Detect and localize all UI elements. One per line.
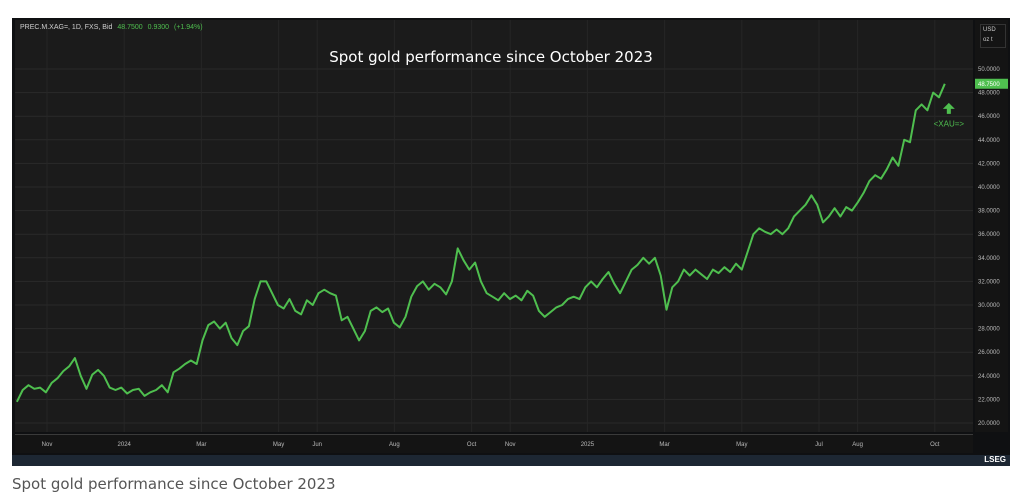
x-axis <box>15 434 973 453</box>
x-tick-label: Mar <box>659 442 669 448</box>
price-change-pct: (+1.94%) <box>173 24 203 31</box>
x-tick-label: Mar <box>196 442 206 448</box>
x-tick-label: May <box>736 442 747 448</box>
y-tick-label: 42.0000 <box>978 161 1000 167</box>
x-tick-label: Nov <box>42 442 53 448</box>
instrument-legend: PREC.M.XAG=, 1D, FXS, Bid 48.7500 0.9300… <box>20 24 203 31</box>
y-tick-label: 40.0000 <box>978 185 1000 191</box>
x-tick-label: Oct <box>467 442 477 448</box>
y-tick-label: 28.0000 <box>978 327 1000 333</box>
series-marker-label: <XAU=> <box>934 119 965 128</box>
price-change: 0.9300 <box>147 24 170 31</box>
y-tick-label: 30.0000 <box>978 303 1000 309</box>
y-tick-label: 44.0000 <box>978 138 1000 144</box>
x-tick-label: 2024 <box>118 442 132 448</box>
x-tick-label: Aug <box>389 442 400 448</box>
y-tick-label: 38.0000 <box>978 209 1000 215</box>
currency-label: USD <box>983 27 996 33</box>
y-tick-label: 24.0000 <box>978 374 1000 380</box>
x-tick-label: Nov <box>505 442 516 448</box>
unit-box: USD oz t <box>980 24 1006 48</box>
y-tick-label: 20.0000 <box>978 421 1000 427</box>
instrument-name: PREC.M.XAG=, 1D, FXS, Bid <box>20 24 113 31</box>
chart-title: Spot gold performance since October 2023 <box>329 48 653 66</box>
x-tick-label: May <box>273 442 284 448</box>
y-tick-label: 26.0000 <box>978 350 1000 356</box>
up-arrow-icon <box>942 102 955 114</box>
last-price-badge-label: 48.7500 <box>978 82 1000 88</box>
x-tick-label: Jul <box>815 442 823 448</box>
chart-svg: 20.0000 22.0000 24.0000 26.0000 28.0000 30.00… <box>15 20 1008 448</box>
y-tick-label: 22.0000 <box>978 397 1000 403</box>
chart-frame: 20.0000 22.0000 24.0000 26.0000 28.0000 30.00… <box>12 18 1010 466</box>
plot-area <box>15 20 973 432</box>
y-tick-label: 46.0000 <box>978 114 1000 120</box>
measure-label: oz t <box>983 37 993 43</box>
x-tick-label: Jun <box>312 442 322 448</box>
y-tick-label: 34.0000 <box>978 256 1000 262</box>
y-tick-label: 48.0000 <box>978 91 1000 97</box>
y-tick-label: 32.0000 <box>978 279 1000 285</box>
x-tick-label: Aug <box>852 442 863 448</box>
x-tick-label: Oct <box>930 442 940 448</box>
price-line <box>16 83 946 403</box>
figure-caption: Spot gold performance since October 2023 <box>12 475 336 493</box>
x-tick-label: 2025 <box>581 442 595 448</box>
last-price-badge <box>975 78 1008 89</box>
lseg-logo: LSEG <box>984 455 1006 464</box>
y-tick-label: 50.0000 <box>978 67 1000 73</box>
last-price: 48.7500 <box>117 24 143 31</box>
y-tick-label: 36.0000 <box>978 232 1000 238</box>
footer-bar: LSEG <box>12 455 1010 466</box>
